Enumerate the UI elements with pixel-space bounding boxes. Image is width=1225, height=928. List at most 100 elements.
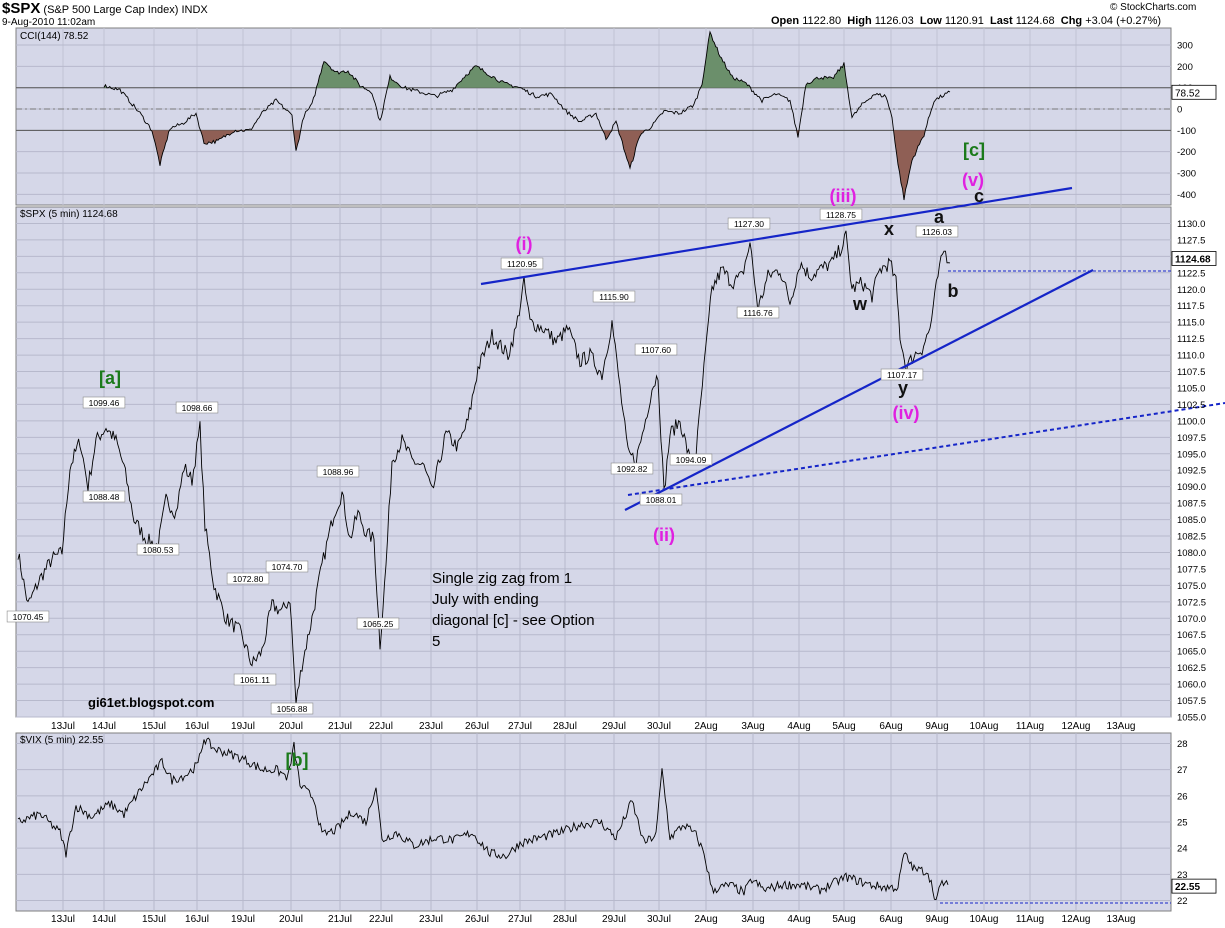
vix-legend: $VIX (5 min) 22.55 (20, 735, 104, 746)
tick-label: 1117.5 (1177, 301, 1205, 312)
price-label: 1092.82 (617, 464, 648, 474)
vix-current-tag: 22.55 (1175, 882, 1200, 893)
price-label-box (265, 560, 309, 573)
wave-label: [a] (99, 368, 121, 388)
price-label-box (82, 490, 126, 503)
price-label: 1074.70 (272, 562, 303, 572)
date-label: 16Jul (185, 914, 209, 925)
date-label: 20Jul (279, 914, 303, 925)
price-label: 1099.46 (89, 398, 120, 408)
date-label: 13Aug (1107, 721, 1136, 732)
price-label-box (880, 368, 924, 381)
date-label: 30Jul (647, 721, 671, 732)
price-label-box (270, 702, 314, 715)
symbol-header: $SPX (S&P 500 Large Cap Index) INDX (2, 0, 208, 17)
annotation-line: diagonal [c] - see Option (432, 612, 595, 629)
vix-line (17, 737, 949, 901)
tick-label: 1077.5 (1177, 564, 1206, 575)
cci-panel (15, 27, 1172, 206)
price-label: 1126.03 (922, 227, 952, 237)
tick-label: 1097.5 (1177, 433, 1206, 444)
price-label-box (6, 610, 50, 623)
tick-label: 1090.0 (1177, 482, 1206, 493)
tick-label: 22 (1177, 896, 1188, 907)
tick-label: 1065.0 (1177, 647, 1206, 658)
date-label: 15Jul (142, 914, 166, 925)
date-label: 21Jul (328, 721, 352, 732)
wave-label: (ii) (653, 525, 675, 545)
date-label: 30Jul (647, 914, 671, 925)
price-label-box (669, 453, 713, 466)
date-label: 3Aug (741, 914, 764, 925)
wave-label: c (974, 186, 984, 206)
tick-label: 1085.0 (1177, 515, 1206, 526)
wave-label: (i) (516, 234, 533, 254)
wave-label: b (948, 281, 959, 301)
date-label: 21Jul (328, 914, 352, 925)
date-label: 2Aug (694, 914, 717, 925)
tick-label: 1120.0 (1177, 285, 1205, 296)
date-label: 12Aug (1062, 721, 1091, 732)
date-label: 13Jul (51, 914, 75, 925)
cci-current-tag-box (1171, 84, 1217, 100)
date-label: 27Jul (508, 721, 532, 732)
date-label: 14Jul (92, 914, 116, 925)
watermark: gi61et.blogspot.com (88, 695, 215, 710)
upper-trendline (480, 186, 1073, 286)
date-label: 10Aug (970, 721, 999, 732)
wave-label: [c] (963, 140, 985, 160)
wave-label: (iii) (830, 186, 857, 206)
tick-label: 1057.5 (1177, 696, 1206, 707)
date-label: 6Aug (879, 721, 902, 732)
annotation-line: Single zig zag from 1 (432, 570, 573, 587)
tick-label: 1075.0 (1177, 581, 1206, 592)
date-label: 4Aug (787, 914, 810, 925)
last-label: Last (990, 15, 1013, 27)
date-label: 29Jul (602, 914, 626, 925)
tick-label: -100 (1177, 126, 1196, 137)
symbol-name: (S&P 500 Large Cap Index) (43, 4, 179, 16)
tick-label: 26 (1177, 791, 1188, 802)
datetime: 9-Aug-2010 11:02am (2, 17, 96, 28)
tick-label: 1087.5 (1177, 499, 1206, 510)
date-label: 6Aug (879, 914, 902, 925)
tick-label: 1130.0 (1177, 219, 1205, 230)
cci-line (103, 30, 951, 201)
tick-label: 1055.0 (1177, 713, 1206, 724)
annotation: Single zig zag from 1 July with ending d… (432, 568, 595, 652)
chg-label: Chg (1060, 15, 1083, 27)
price-label: 1115.90 (599, 292, 629, 302)
tick-label: -300 (1177, 169, 1196, 180)
price-label: 1065.25 (363, 619, 394, 629)
annotation-line: July with ending (432, 591, 539, 608)
date-label: 19Jul (231, 914, 255, 925)
dashed-trendline (627, 402, 1225, 496)
price-label-box (136, 543, 180, 556)
low-label: Low (919, 15, 942, 27)
tick-label: 1070.0 (1177, 614, 1206, 625)
date-label: 28Jul (553, 721, 577, 732)
tick-label: 1110.0 (1177, 351, 1205, 362)
date-label: 11Aug (1016, 721, 1044, 732)
price-label-box (736, 306, 780, 319)
date-label: 11Aug (1016, 914, 1044, 925)
price-label-box (639, 493, 683, 506)
tick-label: 1067.5 (1177, 630, 1206, 641)
tick-label: 1122.5 (1177, 268, 1205, 279)
wave-label: (v) (962, 170, 984, 190)
date-label: 5Aug (832, 721, 855, 732)
high-label: High (847, 15, 872, 27)
date-label: 9Aug (925, 914, 948, 925)
tick-label: 24 (1177, 844, 1188, 855)
price-label: 1116.76 (743, 308, 773, 318)
date-label: 26Jul (465, 721, 489, 732)
brand[interactable]: © StockCharts.com (1110, 2, 1197, 13)
date-label: 26Jul (465, 914, 489, 925)
price-label: 1056.88 (277, 704, 308, 714)
date-label: 22Jul (369, 721, 393, 732)
tick-label: -400 (1177, 190, 1196, 201)
tick-label: 1082.5 (1177, 532, 1206, 543)
date-label: 12Aug (1062, 914, 1091, 925)
price-label: 1094.09 (676, 455, 707, 465)
